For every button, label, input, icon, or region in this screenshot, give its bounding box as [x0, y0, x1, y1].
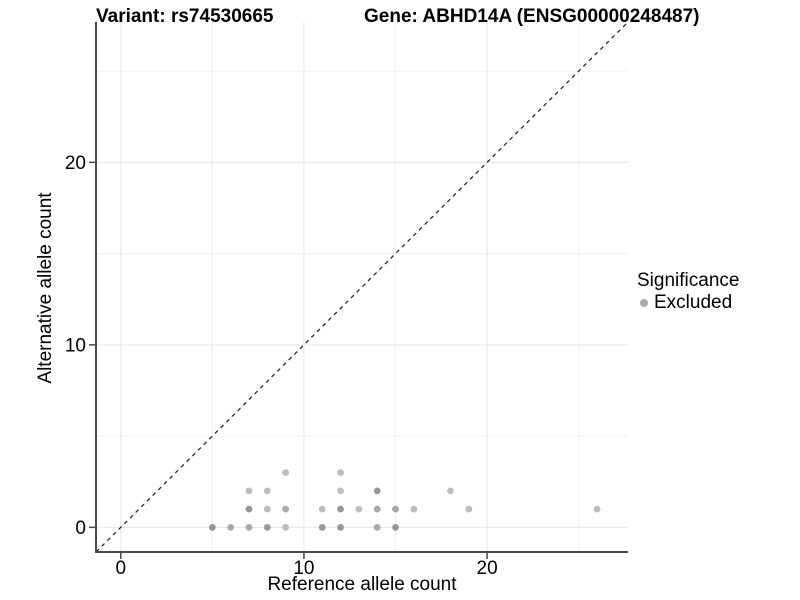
legend-title: Significance [637, 270, 740, 291]
identity-line [95, 21, 629, 553]
scatter-point [392, 505, 399, 513]
scatter-point [263, 487, 271, 495]
x-axis-title: Reference allele count [267, 574, 457, 595]
scatter-point [337, 523, 344, 531]
scatter-point [373, 487, 381, 495]
y-tick-label: 0 [75, 518, 86, 539]
scatter-point [263, 505, 271, 513]
scatter-point [355, 505, 363, 513]
scatter-point [318, 505, 326, 513]
scatter-point [337, 505, 344, 513]
scatter-point [245, 487, 253, 495]
x-tick-label: 20 [477, 558, 498, 579]
scatter-point [593, 505, 601, 513]
scatter-point [245, 505, 253, 513]
y-tick-label: 20 [65, 153, 86, 174]
y-tick-label: 10 [65, 335, 86, 356]
x-tick-label: 0 [115, 558, 126, 579]
scatter-point [318, 523, 326, 531]
x-tick-label: 10 [293, 558, 314, 579]
scatter-point [227, 523, 235, 531]
scatter-point [337, 487, 344, 495]
scatter-point [410, 505, 418, 513]
scatter-point [373, 523, 381, 531]
y-axis-title: Alternative allele count [35, 192, 56, 384]
scatter-point [337, 469, 344, 477]
scatter-point [392, 523, 399, 531]
scatter-point [282, 523, 290, 531]
scatter-point [447, 487, 454, 495]
legend-item-label: Excluded [654, 292, 733, 313]
scatter-point [373, 505, 381, 513]
scatter-point [208, 523, 216, 531]
plot-title-gene: Gene: ABHD14A (ENSG00000248487) [364, 6, 700, 27]
scatter-point [263, 523, 271, 531]
scatter-point [282, 469, 290, 477]
scatter-point [465, 505, 473, 513]
legend-point-icon [640, 299, 648, 307]
scatter-point [282, 505, 290, 513]
plot-title-variant: Variant: rs74530665 [96, 6, 274, 27]
legend: Significance Excluded [637, 269, 739, 314]
scatter-point [245, 523, 253, 531]
legend-item-excluded: Excluded [637, 292, 739, 314]
